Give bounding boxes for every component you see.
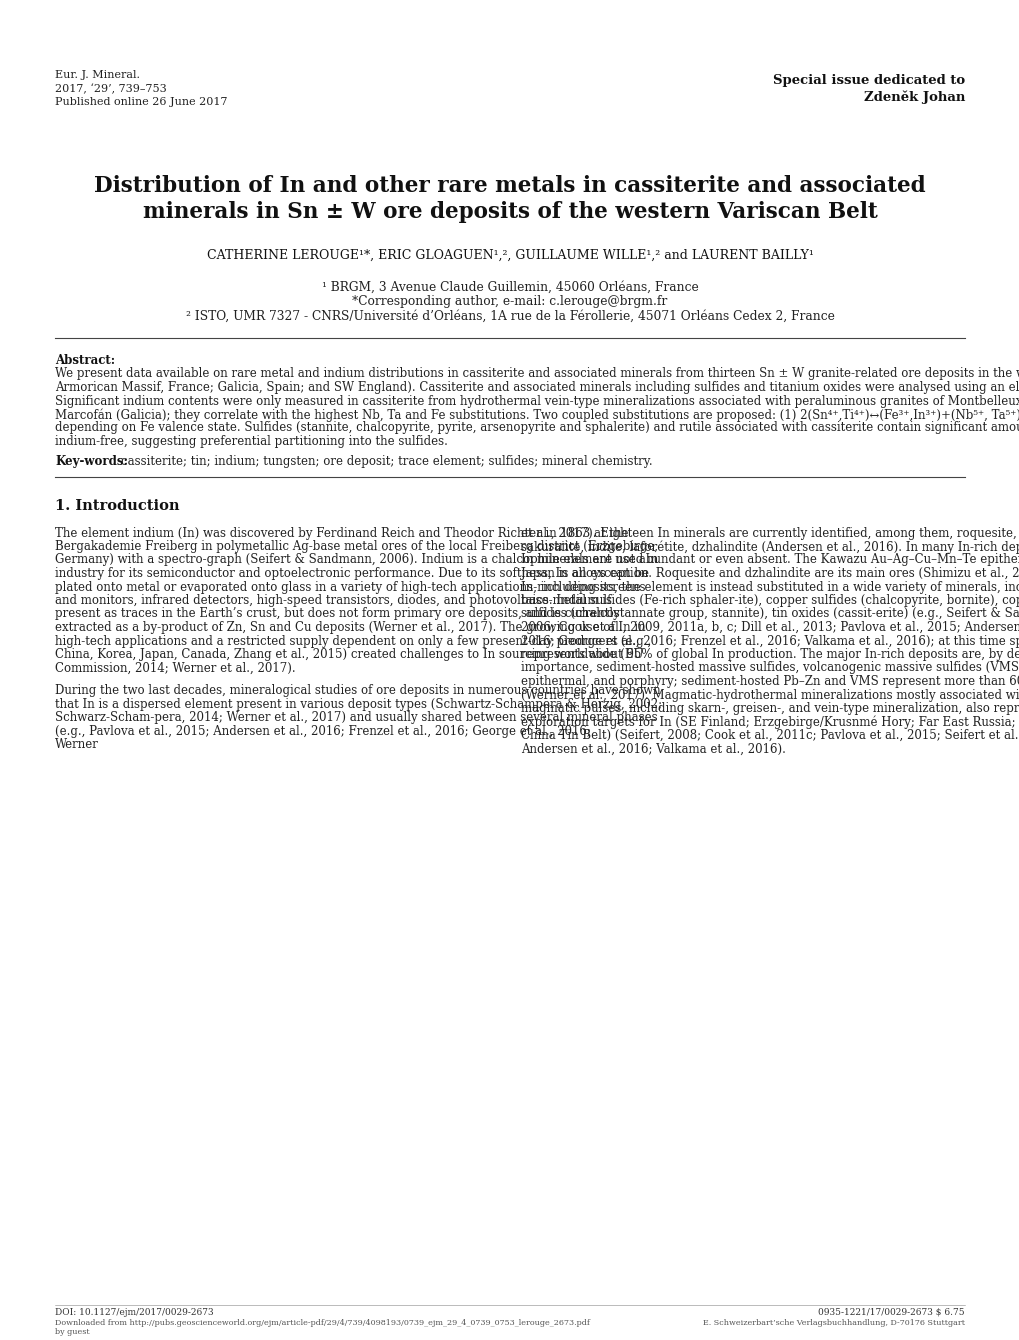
Text: depending on Fe valence state. Sulfides (stannite, chalcopyrite, pyrite, arsenop: depending on Fe valence state. Sulfides … [55, 422, 1019, 434]
Text: DOI: 10.1127/ejm/2017/0029-2673: DOI: 10.1127/ejm/2017/0029-2673 [55, 1308, 213, 1317]
Text: sulfides (chalcostannate group, stannite), tin oxides (cassit-erite) (e.g., Seif: sulfides (chalcostannate group, stannite… [521, 607, 1019, 620]
Text: Special issue dedicated to: Special issue dedicated to [772, 74, 964, 87]
Text: (e.g., Pavlova et al., 2015; Andersen et al., 2016; Frenzel et al., 2016; George: (e.g., Pavlova et al., 2015; Andersen et… [55, 725, 590, 738]
Text: 2017, ‘29’, 739–753: 2017, ‘29’, 739–753 [55, 83, 166, 94]
Text: Schwarz-Scham-pera, 2014; Werner et al., 2017) and usually shared between severa: Schwarz-Scham-pera, 2014; Werner et al.,… [55, 712, 657, 725]
Text: ¹ BRGM, 3 Avenue Claude Guillemin, 45060 Orléans, France: ¹ BRGM, 3 Avenue Claude Guillemin, 45060… [321, 281, 698, 293]
Text: and monitors, infrared detectors, high-speed transistors, diodes, and photovolta: and monitors, infrared detectors, high-s… [55, 594, 611, 607]
Text: In-rich deposits, the element is instead substituted in a wide variety of minera: In-rich deposits, the element is instead… [521, 580, 1019, 594]
Text: The element indium (In) was discovered by Ferdinand Reich and Theodor Richter in: The element indium (In) was discovered b… [55, 527, 628, 540]
Text: industry for its semiconductor and optoelectronic performance. Due to its softne: industry for its semiconductor and optoe… [55, 567, 648, 580]
Text: China Tin Belt) (Seifert, 2008; Cook et al., 2011c; Pavlova et al., 2015; Seifer: China Tin Belt) (Seifert, 2008; Cook et … [521, 729, 1019, 742]
Text: In minerals are not abundant or even absent. The Kawazu Au–Ag–Cu–Mn–Te epitherma: In minerals are not abundant or even abs… [521, 553, 1019, 567]
Text: 2006; Cook et al., 2009, 2011a, b, c; Dill et al., 2013; Pavlova et al., 2015; A: 2006; Cook et al., 2009, 2011a, b, c; Di… [521, 620, 1019, 634]
Text: Commission, 2014; Werner et al., 2017).: Commission, 2014; Werner et al., 2017). [55, 662, 296, 674]
Text: 2016; George et al., 2016; Frenzel et al., 2016; Valkama et al., 2016); at this : 2016; George et al., 2016; Frenzel et al… [521, 635, 1019, 647]
Text: CATHERINE LEROUGE¹*, ERIC GLOAGUEN¹,², GUILLAUME WILLE¹,² and LAURENT BAILLY¹: CATHERINE LEROUGE¹*, ERIC GLOAGUEN¹,², G… [207, 249, 812, 263]
Text: epithermal, and porphyry; sediment-hosted Pb–Zn and VMS represent more than 60% : epithermal, and porphyry; sediment-hoste… [521, 675, 1019, 687]
Text: Werner: Werner [55, 738, 99, 752]
Text: ² ISTO, UMR 7327 - CNRS/Université d’Orléans, 1A rue de la Férollerie, 45071 Orl: ² ISTO, UMR 7327 - CNRS/Université d’Orl… [185, 310, 834, 323]
Text: Bergakademie Freiberg in polymetallic Ag-base metal ores of the local Freiberg d: Bergakademie Freiberg in polymetallic Ag… [55, 540, 657, 553]
Text: 0935-1221/17/0029-2673 $ 6.75: 0935-1221/17/0029-2673 $ 6.75 [817, 1308, 964, 1317]
Text: sakuraiite, indite, laforétite, dzhalindite (Andersen et al., 2016). In many In-: sakuraiite, indite, laforétite, dzhalind… [521, 540, 1019, 553]
Text: Distribution of In and other rare metals in cassiterite and associated: Distribution of In and other rare metals… [94, 176, 925, 197]
Text: represents about 95% of global In production. The major In-rich deposits are, by: represents about 95% of global In produc… [521, 649, 1019, 661]
Text: We present data available on rare metal and indium distributions in cassiterite : We present data available on rare metal … [55, 367, 1019, 381]
Text: minerals in Sn ± W ore deposits of the western Variscan Belt: minerals in Sn ± W ore deposits of the w… [143, 201, 876, 222]
Text: Key-words:: Key-words: [55, 454, 127, 468]
Text: Zdeněk Johan: Zdeněk Johan [863, 90, 964, 103]
Text: present as traces in the Earth’s crust, but does not form primary ore deposits, : present as traces in the Earth’s crust, … [55, 607, 620, 620]
Text: E. Schweizerbart’sche Verlagsbuchhandlung, D-70176 Stuttgart: E. Schweizerbart’sche Verlagsbuchhandlun… [702, 1319, 964, 1327]
Text: by guest: by guest [55, 1328, 90, 1336]
Text: base-metal sulfides (Fe-rich sphaler-ite), copper sulfides (chalcopyrite, bornit: base-metal sulfides (Fe-rich sphaler-ite… [521, 594, 1019, 607]
Text: cassiterite; tin; indium; tungsten; ore deposit; trace element; sulfides; minera: cassiterite; tin; indium; tungsten; ore … [121, 454, 652, 468]
Text: Andersen et al., 2016; Valkama et al., 2016).: Andersen et al., 2016; Valkama et al., 2… [521, 742, 785, 756]
Text: Published online 26 June 2017: Published online 26 June 2017 [55, 96, 227, 107]
Text: 1. Introduction: 1. Introduction [55, 498, 179, 512]
Text: et al., 2017). Eighteen In minerals are currently identified, among them, roques: et al., 2017). Eighteen In minerals are … [521, 527, 1019, 540]
Text: *Corresponding author, e-mail: c.lerouge@brgm.fr: *Corresponding author, e-mail: c.lerouge… [352, 296, 667, 308]
Text: extracted as a by-product of Zn, Sn and Cu deposits (Werner et al., 2017). The g: extracted as a by-product of Zn, Sn and … [55, 620, 645, 634]
Text: high-tech applications and a restricted supply dependent on only a few present-d: high-tech applications and a restricted … [55, 635, 650, 647]
Text: Germany) with a spectro-graph (Seifert & Sandmann, 2006). Indium is a chalcophil: Germany) with a spectro-graph (Seifert &… [55, 553, 657, 567]
Text: magmatic pulses, including skarn-, greisen-, and vein-type mineralization, also : magmatic pulses, including skarn-, greis… [521, 702, 1019, 716]
Text: Japan is an exception. Roquesite and dzhalindite are its main ores (Shimizu et a: Japan is an exception. Roquesite and dzh… [521, 567, 1019, 580]
Text: plated onto metal or evaporated onto glass in a variety of high-tech application: plated onto metal or evaporated onto gla… [55, 580, 645, 594]
Text: Downloaded from http://pubs.geoscienceworld.org/ejm/article-pdf/29/4/739/4098193: Downloaded from http://pubs.geosciencewo… [55, 1319, 589, 1327]
Text: Armorican Massif, France; Galicia, Spain; and SW England). Cassiterite and assoc: Armorican Massif, France; Galicia, Spain… [55, 381, 1019, 394]
Text: (Werner et al., 2017). Magmatic-hydrothermal mineralizations mostly associated w: (Werner et al., 2017). Magmatic-hydrothe… [521, 689, 1019, 702]
Text: Abstract:: Abstract: [55, 354, 115, 367]
Text: Marcofán (Galicia); they correlate with the highest Nb, Ta and Fe substitutions.: Marcofán (Galicia); they correlate with … [55, 407, 1019, 422]
Text: importance, sediment-hosted massive sulfides, volcanogenic massive sulfides (VMS: importance, sediment-hosted massive sulf… [521, 662, 1019, 674]
Text: that In is a dispersed element present in various deposit types (Schwartz-Schamp: that In is a dispersed element present i… [55, 698, 661, 712]
Text: Significant indium contents were only measured in cassiterite from hydrothermal : Significant indium contents were only me… [55, 394, 1019, 407]
Text: China, Korea, Japan, Canada, Zhang et al., 2015) created challenges to In sourci: China, Korea, Japan, Canada, Zhang et al… [55, 649, 643, 661]
Text: indium-free, suggesting preferential partitioning into the sulfides.: indium-free, suggesting preferential par… [55, 436, 447, 448]
Text: Eur. J. Mineral.: Eur. J. Mineral. [55, 70, 140, 80]
Text: exploration targets for In (SE Finland; Erzgebirge/Krusnmé Hory; Far East Russia: exploration targets for In (SE Finland; … [521, 716, 1019, 729]
Text: During the two last decades, mineralogical studies of ore deposits in numerous c: During the two last decades, mineralogic… [55, 685, 660, 697]
